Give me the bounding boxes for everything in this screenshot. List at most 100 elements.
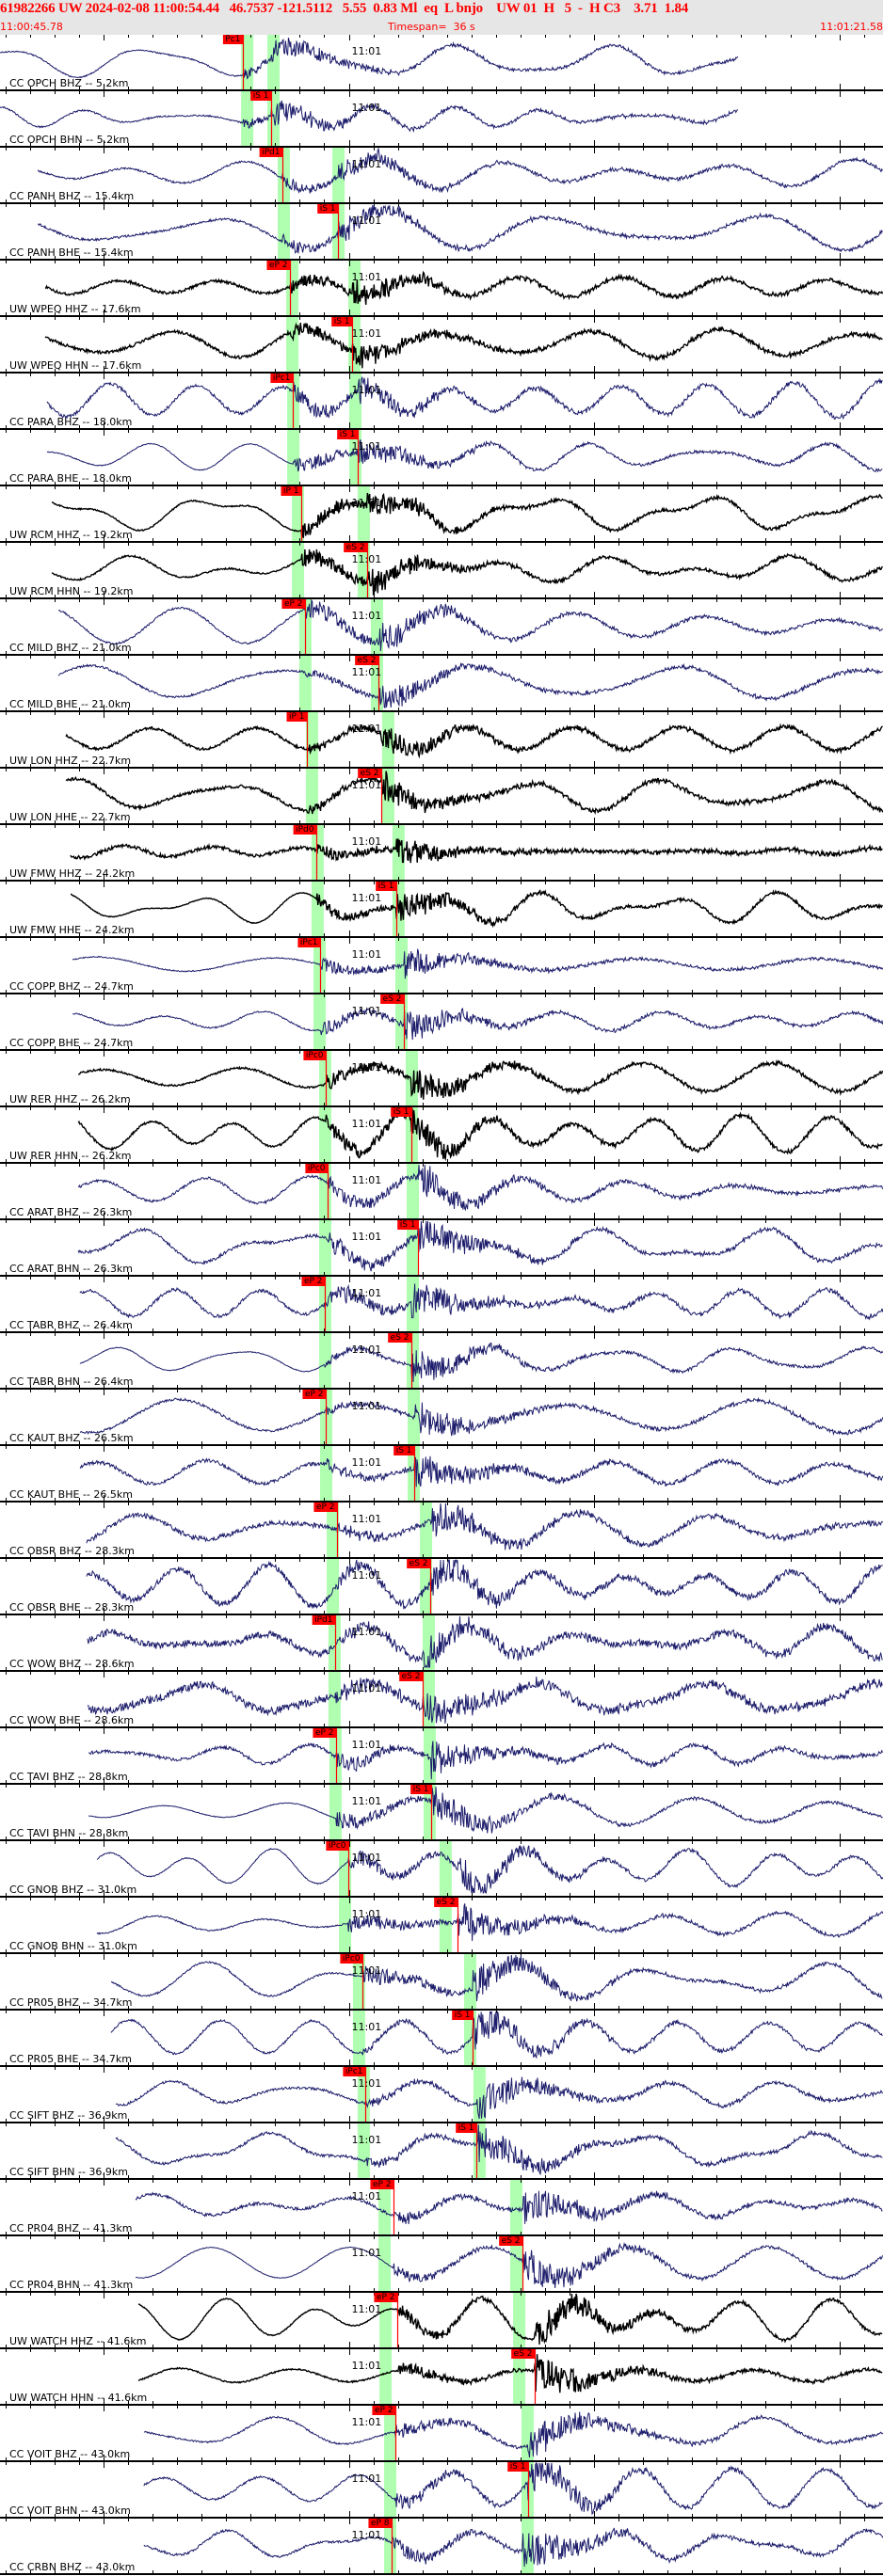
trace-panel[interactable]: 11:01 iPc0 CC GNOB BHZ -- 31.0km	[0, 1841, 883, 1898]
pick-flag[interactable]: eS 2	[406, 1559, 431, 1568]
pick-flag[interactable]: iPc1	[297, 938, 321, 947]
trace-panel[interactable]: 11:01 eS 2 CC COPP BHE -- 24.7km	[0, 994, 883, 1051]
trace-panel[interactable]: 11:01 iPc0 CC ARAT BHZ -- 26.3km	[0, 1164, 883, 1220]
pick-flag[interactable]: eS 2	[387, 1333, 412, 1343]
pick-flag[interactable]: iS 1	[393, 1446, 415, 1455]
pick-flag[interactable]: eP 2	[312, 1728, 337, 1738]
trace-panel[interactable]: 11:01 iPc0 CC PR05 BHZ -- 34.7km	[0, 1954, 883, 2011]
pick-flag[interactable]: iPd0	[293, 825, 317, 835]
pick-flag[interactable]: iPc0	[302, 1051, 327, 1060]
pick-flag[interactable]: iS 1	[451, 2011, 474, 2020]
pick-flag[interactable]: iPc0	[339, 1954, 363, 1964]
minute-mark-label: 11:01	[351, 2529, 382, 2541]
pick-flag[interactable]: iPc1	[269, 374, 294, 383]
waveform	[72, 948, 883, 979]
s-window	[439, 1841, 452, 1896]
pick-flag[interactable]: iP 1	[285, 712, 308, 722]
trace-panel[interactable]: 11:01 iPd1 CC PANH BHZ -- 15.4km	[0, 148, 883, 204]
trace-panel[interactable]: 11:01 eP 2 CC OBSR BHZ -- 28.3km	[0, 1503, 883, 1559]
trace-panel[interactable]: 11:01 eS 2 UW RCM HHN -- 19.2km	[0, 543, 883, 599]
pick-flag[interactable]: iPc1	[342, 2067, 366, 2076]
pick-flag[interactable]: eP 2	[301, 1390, 327, 1399]
pick-flag[interactable]: iS 1	[316, 204, 339, 214]
waveform	[88, 1741, 883, 1780]
trace-panel[interactable]: 11:01 iS 1 CC PANH BHE -- 15.4km	[0, 204, 883, 261]
pick-flag[interactable]: iS 1	[330, 317, 353, 326]
trace-panel[interactable]: 11:01 eP 2 CC KAUT BHZ -- 26.5km	[0, 1390, 883, 1446]
pick-flag[interactable]: iS 1	[390, 1107, 412, 1117]
pick-flag[interactable]: iPc0	[325, 1841, 349, 1851]
s-window	[509, 2236, 522, 2291]
trace-panel[interactable]: 11:01 eS 2 CC WOW BHE -- 28.6km	[0, 1672, 883, 1728]
trace-panel[interactable]: 11:01 eP 2 CC TAVI BHZ -- 28.8km	[0, 1728, 883, 1785]
pick-flag[interactable]: iP 1	[280, 486, 302, 496]
trace-panel[interactable]: 11:01 eS 2 UW LON HHE -- 22.7km	[0, 769, 883, 825]
pick-flag[interactable]: eP 2	[265, 261, 291, 270]
pick-flag[interactable]: iS 1	[375, 882, 397, 891]
trace-panel[interactable]: 11:01 eP 8 CC CRBN BHZ -- 43.0km	[0, 2519, 883, 2575]
pick-flag[interactable]: eS 2	[498, 2236, 523, 2246]
pick-flag[interactable]: eP 2	[369, 2180, 394, 2189]
trace-panel[interactable]: 11:01 eP 2 UW WATCH HHZ -- 41.6km	[0, 2293, 883, 2349]
trace-panel[interactable]: 11:01 eP 2 UW WPEQ HHZ -- 17.6km	[0, 261, 883, 317]
trace-plot	[6, 825, 883, 880]
trace-panel[interactable]: 11:01 eS 2 CC OBSR BHE -- 28.3km	[0, 1559, 883, 1615]
trace-panel[interactable]: 11:01 eS 2 CC MILD BHE -- 21.0km	[0, 656, 883, 712]
pick-flag[interactable]: Pc1	[222, 35, 244, 44]
trace-panel[interactable]: 11:01 iS 1 CC TAVI BHN -- 28.8km	[0, 1785, 883, 1841]
pick-flag[interactable]: eS 2	[510, 2349, 536, 2359]
trace-panel[interactable]: 11:01 iS 1 CC PR05 BHE -- 34.7km	[0, 2011, 883, 2067]
trace-panel[interactable]: 11:01 iS 1 UW WPEQ HHN -- 17.6km	[0, 317, 883, 374]
pick-flag[interactable]: eS 2	[433, 1898, 458, 1907]
pick-flag[interactable]: iPd1	[312, 1615, 336, 1625]
trace-panel[interactable]: 11:01 eP 2 CC MILD BHZ -- 21.0km	[0, 599, 883, 656]
trace-plot	[6, 1051, 883, 1105]
pick-flag[interactable]: eS 2	[398, 1672, 424, 1681]
trace-panel[interactable]: 11:01 iS 1 CC VOIT BHN -- 43.0km	[0, 2462, 883, 2519]
trace-panel[interactable]: 11:01 eS 2 CC GNOB BHN -- 31.0km	[0, 1898, 883, 1954]
pick-flag[interactable]: eP 2	[300, 1277, 326, 1286]
pick-flag[interactable]: eS 2	[357, 769, 382, 778]
minute-mark-label: 11:01	[351, 666, 382, 678]
trace-panel[interactable]: 11:01 iS 1 CC KAUT BHE -- 26.5km	[0, 1446, 883, 1503]
trace-plot	[6, 1728, 883, 1783]
pick-flag[interactable]: iS 1	[506, 2462, 529, 2472]
pick-flag[interactable]: iS 1	[455, 2123, 477, 2133]
trace-panel[interactable]: 11:01 iPc1 CC COPP BHZ -- 24.7km	[0, 938, 883, 994]
trace-panel[interactable]: 11:01 iPc1 CC SIFT BHZ -- 36.9km	[0, 2067, 883, 2123]
trace-panel[interactable]: 11:01 iPc1 CC PARA BHZ -- 18.0km	[0, 374, 883, 430]
trace-panel[interactable]: 11:01 eP 2 CC PR04 BHZ -- 41.3km	[0, 2180, 883, 2236]
pick-flag[interactable]: iPc0	[304, 1164, 329, 1173]
pick-flag[interactable]: iPd1	[259, 148, 283, 157]
pick-flag[interactable]: eP 2	[281, 599, 306, 609]
trace-panel[interactable]: 11:01 iP 1 UW RCM HHZ -- 19.2km	[0, 486, 883, 543]
pick-flag[interactable]: eP 8	[367, 2519, 393, 2528]
trace-panel[interactable]: 11:01 iS 1 CC PARA BHE -- 18.0km	[0, 430, 883, 486]
pick-flag[interactable]: eP 2	[371, 2406, 396, 2415]
station-channel-label: CC PARA BHZ -- 18.0km	[9, 416, 133, 428]
trace-panel[interactable]: 11:01 Pc1 CC OPCH BHZ -- 5.2km	[0, 35, 883, 91]
pick-flag[interactable]: eS 2	[343, 543, 368, 552]
pick-flag[interactable]: eS 2	[354, 656, 379, 665]
trace-panel[interactable]: 11:01 iPd0 UW FMW HHZ -- 24.2km	[0, 825, 883, 882]
pick-flag[interactable]: eP 2	[313, 1503, 338, 1512]
pick-flag[interactable]: iS 1	[409, 1785, 432, 1794]
trace-panel[interactable]: 11:01 iS 1 CC ARAT BHN -- 26.3km	[0, 1220, 883, 1277]
pick-flag[interactable]: iS 1	[396, 1220, 419, 1230]
pick-flag[interactable]: eP 2	[373, 2293, 398, 2302]
trace-panel[interactable]: 11:01 eP 2 CC TABR BHZ -- 26.4km	[0, 1277, 883, 1333]
trace-panel[interactable]: 11:01 eP 2 CC VOIT BHZ -- 43.0km	[0, 2406, 883, 2462]
trace-panel[interactable]: 11:01 iPc0 UW RER HHZ -- 26.2km	[0, 1051, 883, 1107]
trace-panel[interactable]: 11:01 iP 1 UW LON HHZ -- 22.7km	[0, 712, 883, 769]
trace-panel[interactable]: 11:01 eS 2 UW WATCH HHN -- 41.6km	[0, 2349, 883, 2406]
trace-panel[interactable]: 11:01 iS 1 UW RER HHN -- 26.2km	[0, 1107, 883, 1164]
trace-panel[interactable]: 11:01 iPd1 CC WOW BHZ -- 28.6km	[0, 1615, 883, 1672]
pick-flag[interactable]: eS 2	[379, 994, 405, 1004]
trace-panel[interactable]: 11:01 eS 2 CC PR04 BHN -- 41.3km	[0, 2236, 883, 2293]
pick-flag[interactable]: iS 1	[249, 91, 272, 101]
trace-panel[interactable]: 11:01 iS 1 CC SIFT BHN -- 36.9km	[0, 2123, 883, 2180]
trace-panel[interactable]: 11:01 eS 2 CC TABR BHN -- 26.4km	[0, 1333, 883, 1390]
trace-panel[interactable]: 11:01 iS 1 CC OPCH BHN -- 5.2km	[0, 91, 883, 148]
trace-panel[interactable]: 11:01 iS 1 UW FMW HHE -- 24.2km	[0, 882, 883, 938]
pick-flag[interactable]: iS 1	[336, 430, 359, 439]
